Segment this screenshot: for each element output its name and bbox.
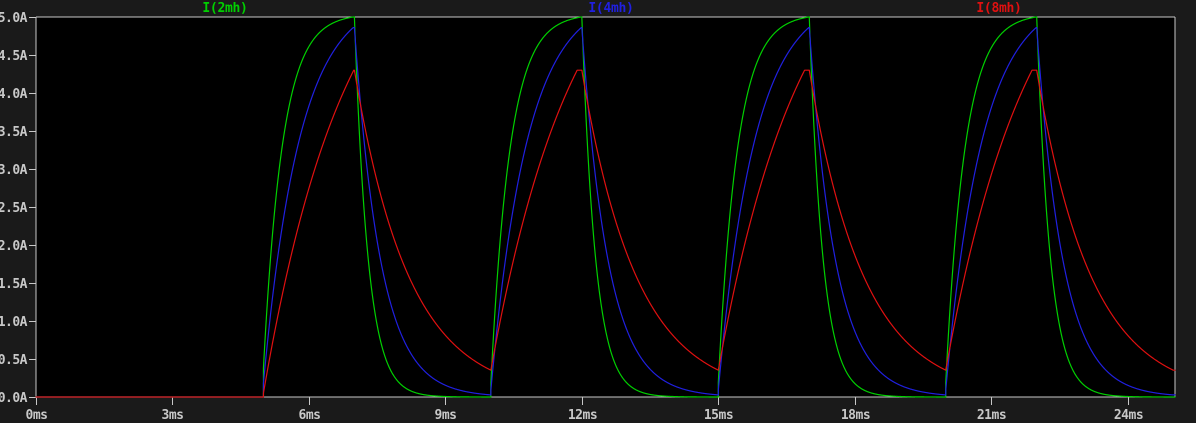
svg-text:5.0A: 5.0A bbox=[0, 11, 28, 26]
svg-text:12ms: 12ms bbox=[568, 408, 597, 423]
svg-text:3.5A: 3.5A bbox=[0, 125, 28, 140]
legend-item-series-0[interactable]: I(2mh) bbox=[202, 1, 248, 16]
svg-text:4.0A: 4.0A bbox=[0, 87, 28, 102]
svg-text:15ms: 15ms bbox=[704, 408, 733, 423]
svg-text:21ms: 21ms bbox=[977, 408, 1006, 423]
svg-text:0.0A: 0.0A bbox=[0, 391, 28, 406]
series-trace-1 bbox=[35, 27, 1176, 398]
svg-text:2.5A: 2.5A bbox=[0, 201, 28, 216]
svg-text:0.5A: 0.5A bbox=[0, 353, 28, 368]
svg-text:4.5A: 4.5A bbox=[0, 49, 28, 64]
series-trace-2 bbox=[35, 69, 1176, 398]
svg-text:1.0A: 1.0A bbox=[0, 315, 28, 330]
svg-text:0ms: 0ms bbox=[26, 408, 48, 423]
x-axis-ticks: 0ms 3ms 6ms 9ms 12ms 15ms 18ms 21ms 24ms bbox=[26, 397, 1144, 423]
series-traces bbox=[35, 16, 1176, 398]
svg-text:6ms: 6ms bbox=[299, 408, 321, 423]
svg-text:1.5A: 1.5A bbox=[0, 277, 28, 292]
series-trace-0 bbox=[35, 16, 1176, 398]
svg-text:2.0A: 2.0A bbox=[0, 239, 28, 254]
svg-text:3ms: 3ms bbox=[162, 408, 184, 423]
legend-item-series-1[interactable]: I(4mh) bbox=[588, 1, 634, 16]
svg-text:3.0A: 3.0A bbox=[0, 163, 28, 178]
plot-area-background bbox=[36, 17, 1175, 397]
svg-text:18ms: 18ms bbox=[841, 408, 870, 423]
svg-text:9ms: 9ms bbox=[435, 408, 457, 423]
svg-text:24ms: 24ms bbox=[1114, 408, 1143, 423]
legend-item-series-2[interactable]: I(8mh) bbox=[976, 1, 1022, 16]
y-axis-ticks: 0.0A 0.5A 1.0A 1.5A 2.0A 2.5A 3.0A 3.5A 4.0A 4.5A… bbox=[0, 11, 36, 406]
